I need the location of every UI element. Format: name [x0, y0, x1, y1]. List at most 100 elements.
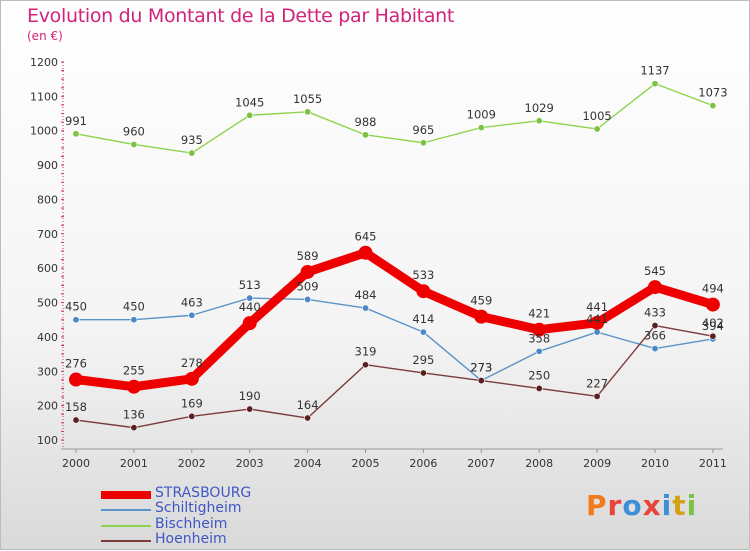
data-point: [72, 416, 80, 424]
data-label: 295: [412, 353, 434, 367]
logo-letter: x: [642, 489, 662, 522]
data-point: [593, 125, 601, 133]
legend-label: Hoenheim: [155, 531, 227, 547]
data-label: 1137: [640, 64, 669, 78]
data-label: 255: [123, 364, 145, 378]
x-tick-label: 2004: [294, 457, 322, 470]
series-line-hoenheim: [75, 324, 714, 429]
data-label: 190: [239, 389, 261, 403]
data-point: [648, 280, 662, 295]
data-point: [304, 108, 312, 116]
data-label: 450: [65, 300, 87, 314]
data-label: 421: [528, 307, 550, 321]
x-tick-label: 2001: [120, 457, 148, 470]
y-tick-label: 700: [37, 228, 58, 241]
legend-label: STRASBOURG: [155, 485, 252, 501]
data-point: [477, 377, 485, 385]
legend-swatch: [101, 491, 151, 499]
data-label: 278: [181, 356, 203, 370]
y-tick-label: 500: [37, 297, 58, 310]
data-label: 935: [181, 133, 203, 147]
data-label: 319: [355, 345, 377, 359]
data-point: [705, 297, 720, 312]
data-point: [188, 149, 196, 157]
x-tick-label: 2006: [409, 457, 437, 470]
data-label: 402: [702, 316, 724, 330]
data-label: 433: [644, 306, 666, 320]
data-point: [246, 405, 254, 413]
data-point: [130, 140, 138, 148]
series-line-strasbourg: [71, 248, 718, 392]
data-label: 169: [181, 396, 203, 410]
data-label: 513: [239, 278, 261, 292]
proxiti-logo: Proxiti: [586, 489, 697, 522]
data-point: [246, 111, 254, 119]
data-point: [361, 131, 369, 139]
data-point: [130, 316, 138, 324]
y-tick-label: 100: [37, 434, 58, 447]
y-tick-label: 900: [37, 159, 58, 172]
data-label: 441: [586, 300, 608, 314]
y-tick-label: 800: [37, 193, 58, 206]
data-point: [246, 294, 254, 302]
data-label: 1073: [698, 86, 727, 100]
data-label: 991: [65, 114, 87, 128]
y-tick-label: 300: [37, 365, 58, 378]
data-label: 965: [412, 123, 434, 137]
data-point: [535, 347, 543, 355]
data-point: [593, 328, 601, 336]
data-point: [651, 322, 659, 330]
data-label: 509: [297, 279, 319, 293]
data-point: [419, 369, 427, 377]
y-tick-label: 600: [37, 262, 58, 275]
data-label: 645: [355, 230, 377, 244]
data-point: [130, 424, 138, 432]
data-label: 533: [412, 268, 434, 282]
data-label: 1029: [525, 101, 554, 115]
data-point: [419, 328, 427, 336]
data-label: 414: [412, 312, 434, 326]
data-label: 1055: [293, 92, 322, 106]
data-label: 494: [702, 282, 724, 296]
data-label: 960: [123, 124, 145, 138]
data-label: 441: [586, 312, 608, 326]
x-tick-label: 2005: [352, 457, 380, 470]
chart-title: Evolution du Montant de la Dette par Hab…: [27, 5, 455, 27]
data-point: [535, 117, 543, 125]
data-point: [188, 311, 196, 319]
logo-letter: t: [672, 489, 687, 522]
data-point: [709, 102, 717, 110]
data-label: 358: [528, 331, 550, 345]
legend-swatch: [101, 509, 151, 511]
data-label: 158: [65, 400, 87, 414]
y-tick-label: 1200: [30, 56, 58, 69]
logo-letter: r: [607, 489, 623, 522]
data-point: [126, 379, 141, 394]
x-tick-label: 2011: [699, 457, 727, 470]
data-label: 394: [702, 319, 724, 333]
x-tick-label: 2003: [236, 457, 264, 470]
data-point: [361, 361, 369, 369]
data-point: [419, 139, 427, 147]
data-point: [304, 414, 312, 422]
data-label: 366: [644, 329, 666, 343]
data-point: [69, 372, 83, 387]
data-label: 484: [355, 288, 377, 302]
legend-label: Schiltigheim: [155, 500, 242, 516]
data-point: [477, 124, 485, 132]
data-point: [535, 384, 543, 392]
data-point: [72, 130, 80, 138]
data-point: [474, 309, 489, 324]
data-label: 136: [123, 408, 145, 422]
legend-swatch: [101, 540, 151, 542]
data-point: [72, 316, 80, 324]
data-label: 273: [470, 361, 492, 375]
data-label: 250: [528, 368, 550, 382]
data-label: 227: [586, 376, 608, 390]
data-label: 164: [297, 398, 319, 412]
data-point: [709, 332, 717, 340]
data-label: 545: [644, 264, 666, 278]
data-label: 589: [297, 249, 319, 263]
